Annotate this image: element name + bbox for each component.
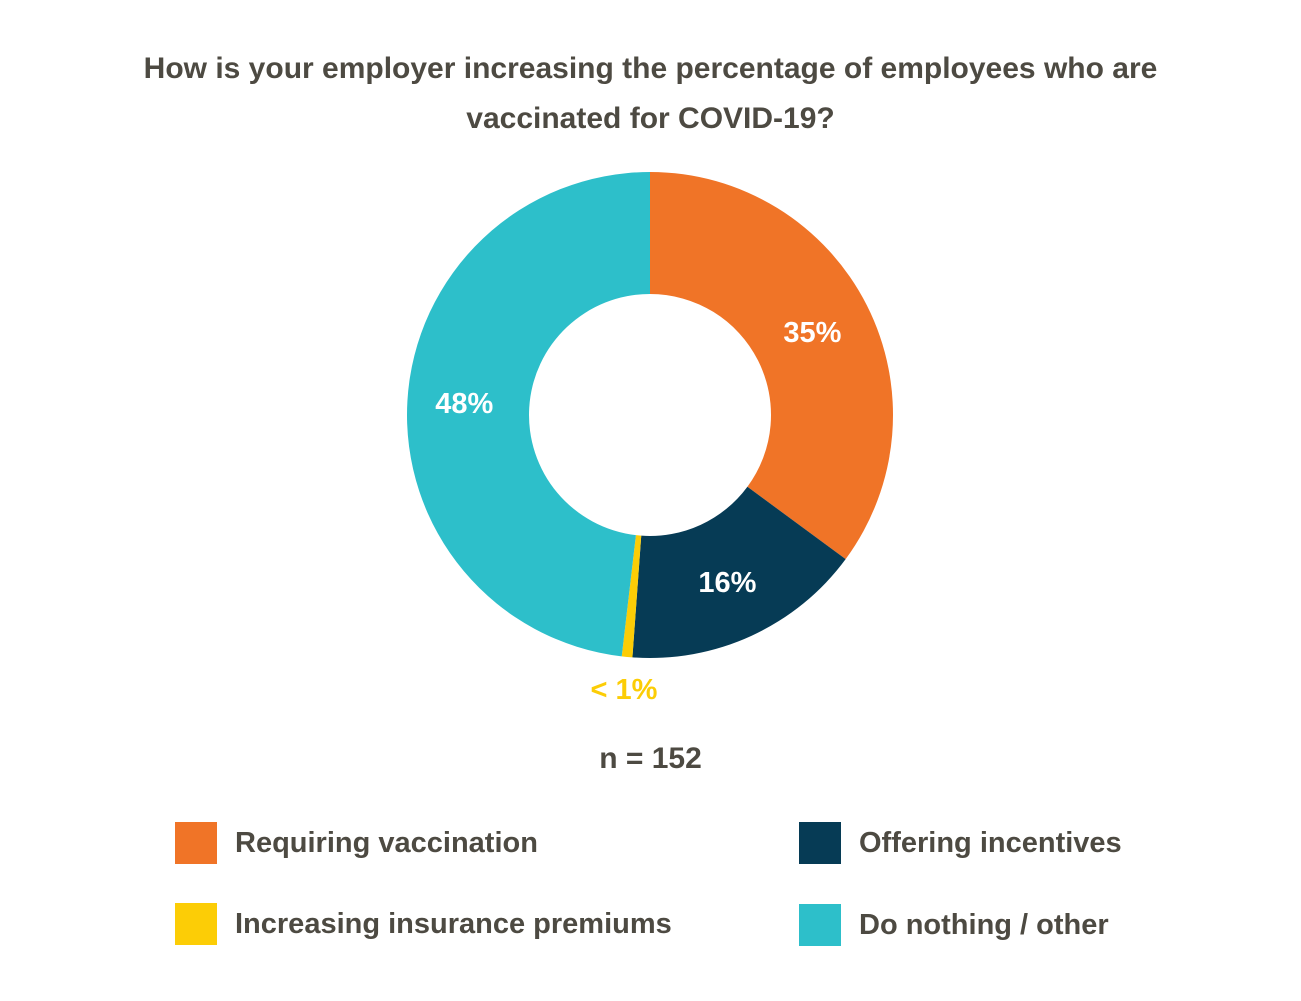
slice-label-requiring-vaccination: 35%	[783, 317, 841, 349]
legend-label-do-nothing-other: Do nothing / other	[859, 908, 1109, 941]
legend-swatch-increasing-insurance-premiums	[175, 903, 217, 945]
chart-title-line-2: vaccinated for COVID-19?	[466, 102, 835, 135]
chart-title: How is your employer increasing the perc…	[60, 44, 1241, 144]
legend-swatch-offering-incentives	[799, 822, 841, 864]
legend-label-increasing-insurance-premiums: Increasing insurance premiums	[235, 907, 672, 940]
legend-label-requiring-vaccination: Requiring vaccination	[235, 826, 538, 859]
legend-item-offering-incentives: Offering incentives	[799, 822, 1122, 864]
legend-item-do-nothing-other: Do nothing / other	[799, 904, 1109, 946]
legend-swatch-requiring-vaccination	[175, 822, 217, 864]
slice-label-offering-incentives: 16%	[698, 567, 756, 599]
legend-swatch-do-nothing-other	[799, 904, 841, 946]
legend-label-offering-incentives: Offering incentives	[859, 826, 1122, 859]
legend-item-increasing-insurance-premiums: Increasing insurance premiums	[175, 903, 672, 945]
legend-item-requiring-vaccination: Requiring vaccination	[175, 822, 538, 864]
chart-title-line-1: How is your employer increasing the perc…	[143, 52, 1158, 85]
slice-label-increasing-insurance-premiums: < 1%	[590, 674, 657, 706]
slice-label-do-nothing-other: 48%	[435, 388, 493, 420]
slice-offering-incentives	[632, 486, 846, 658]
slice-requiring-vaccination	[650, 172, 893, 560]
slice-do-nothing-other	[407, 172, 650, 657]
sample-size-label: n = 152	[599, 742, 702, 775]
slice-increasing-insurance-premiums	[621, 535, 642, 658]
